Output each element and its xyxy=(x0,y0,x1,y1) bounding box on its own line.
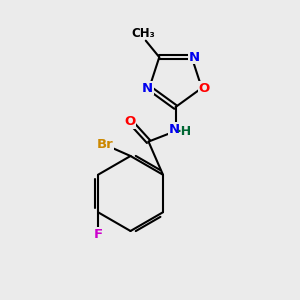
Text: Br: Br xyxy=(96,137,113,151)
Text: N: N xyxy=(168,123,180,136)
Text: O: O xyxy=(124,115,136,128)
Text: F: F xyxy=(94,228,103,241)
Text: O: O xyxy=(199,82,210,94)
Text: ·H: ·H xyxy=(176,124,191,138)
Text: N: N xyxy=(142,82,153,94)
Text: CH₃: CH₃ xyxy=(131,27,155,40)
Text: N: N xyxy=(189,51,200,64)
